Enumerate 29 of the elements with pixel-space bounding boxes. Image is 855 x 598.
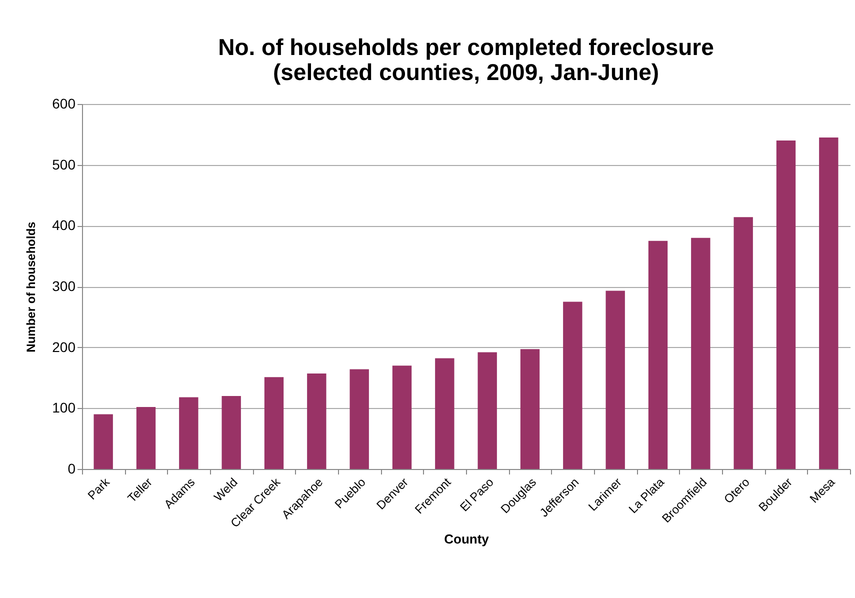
bar — [179, 397, 198, 469]
y-axis-title: Number of households — [24, 221, 38, 352]
bar — [435, 358, 454, 469]
text: No. of households per completed foreclosure — [218, 34, 714, 60]
bar — [136, 406, 156, 469]
bar — [307, 373, 326, 469]
y-tick-label: 500 — [52, 156, 76, 172]
bar — [734, 217, 753, 469]
y-tick-label: 200 — [52, 338, 76, 355]
bar — [392, 366, 412, 469]
bar — [691, 238, 710, 469]
y-tick-label: 0 — [68, 460, 76, 476]
bar — [478, 352, 497, 469]
bar — [264, 377, 284, 469]
bar — [819, 137, 838, 469]
bar — [563, 302, 582, 469]
bar — [222, 396, 241, 469]
text: (selected counties, 2009, Jan-June) — [272, 59, 660, 85]
bar — [520, 349, 540, 469]
bar — [606, 290, 625, 469]
bar — [94, 414, 113, 469]
bar — [776, 140, 796, 469]
y-tick-label: 100 — [52, 400, 76, 416]
y-tick-label: 600 — [52, 96, 76, 112]
x-axis-title: County — [444, 532, 490, 547]
bar — [648, 240, 668, 469]
y-tick-label: 300 — [52, 278, 76, 294]
bar — [350, 369, 369, 469]
y-tick-label: 400 — [52, 217, 76, 234]
